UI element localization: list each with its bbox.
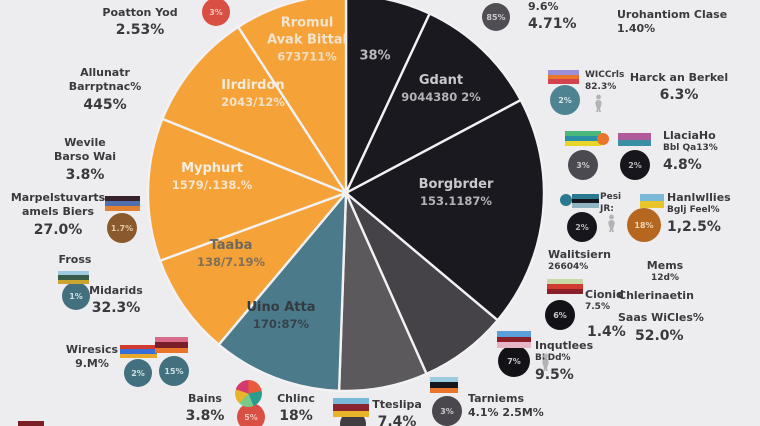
label-chlerinaetin: Chlerinaetin [618, 289, 694, 302]
flag-pesi-icon [572, 194, 599, 209]
flag-wiresics-1-icon [120, 345, 157, 358]
segment-uino-atta [217, 189, 348, 393]
badge-2pct-pesi: 2% [567, 212, 597, 242]
badge-3pct-llacia: 3% [568, 150, 598, 180]
badge-2pct-wiccrls: 2% [550, 85, 580, 115]
badge-15pct: 15% [159, 356, 189, 386]
flag-marpelstuvarts-icon [105, 196, 140, 211]
label-wiresics: Wiresics 9.M% [65, 343, 119, 371]
label-fross: Fross [58, 253, 92, 266]
label-mems: Mems 12d% [646, 259, 684, 284]
label-wevile: Wevile Barso Wai 3.8% [53, 136, 117, 183]
flag-tteslipa-icon [333, 398, 369, 417]
label-poatton-yod: Poatton Yod 2.53% [102, 6, 178, 39]
label-urohantiom-clase: Urohantiom Clase 1.40% [617, 8, 728, 36]
label-tteslipa: Tteslipa 7.4% [372, 398, 422, 426]
badge-1pct: 1% [62, 282, 90, 310]
label-marpelstuvarts: Marpelstuvarts amels Biers 27.0% [10, 191, 106, 238]
badge-1-7pct: 1.7% [107, 213, 137, 243]
badge-7pct: 7% [498, 345, 530, 377]
bottom-left-red-bar [18, 421, 44, 426]
segment-rromul [236, 0, 348, 198]
segment-taaba-label: Taaba 138/7.19% [196, 238, 266, 269]
badge-3pct-top: 3% [202, 0, 230, 26]
label-52pct: 52.0% [635, 328, 684, 344]
orange-dot-icon [597, 133, 609, 145]
flag-wiresics-2-icon [155, 337, 188, 353]
segment-myphurt-label: Myphurt 1579/.138.% [171, 161, 253, 192]
label-9-6pct: 9.6% 4.71% [528, 0, 577, 33]
badge-18pct: 18% [627, 208, 661, 242]
segment-taaba [158, 190, 350, 347]
badge-2pct-wiresics: 2% [124, 359, 152, 387]
mini-pie-icon [235, 380, 262, 407]
badge-3pct-tarniems: 3% [432, 396, 462, 426]
label-hanlwllies: Hanlwllies Bglj Feel% 1,2.5% [667, 191, 731, 235]
label-cionid: Cionid 7.5% [585, 288, 624, 313]
label-allunatr: Allunatr Barrptnac% 445% [68, 66, 142, 113]
label-midarids: Midarids 32.3% [89, 284, 143, 317]
badge-85pct: 85% [482, 3, 510, 31]
person-icon-inqutlees [539, 353, 552, 376]
person-icon-pesi [605, 214, 618, 237]
flag-tarniems-icon [430, 377, 458, 393]
label-bains: Bains 3.8% [185, 392, 225, 425]
person-icon-wiccrls [592, 94, 605, 117]
label-pesi-jr: Pesi JR: [600, 192, 622, 214]
label-walitsiern: Walitsiern 26604% [548, 248, 611, 273]
teal-dot-icon [560, 194, 572, 206]
label-wiccrls: WICCrls 82.3% [585, 70, 625, 92]
segment-gdant-label: Gdant 9044380 2% [401, 73, 481, 104]
segment-rromul-label: Rromul Avak Bittal 673711% [266, 15, 348, 64]
badge-6pct: 6% [545, 300, 575, 330]
flag-fross-icon [58, 271, 89, 284]
segment-borgbrder-label: Borgbrder 153.1187% [418, 177, 494, 208]
flag-llacia-1-icon [565, 131, 601, 146]
badge-5pct: 5% [237, 403, 265, 426]
segment-myphurt [146, 117, 350, 263]
label-chlinc: Chlinc 18% [277, 392, 315, 425]
label-tarniems: Tarniems 4.1% 2.5M% [468, 392, 544, 420]
label-harck-an-berkel: Harck an Berkel 6.3% [629, 71, 729, 104]
segment-ilrdirdon-label: Ilrdirdon 2043/12% [221, 78, 285, 109]
flag-inqutlees-icon [497, 331, 531, 349]
flag-wiccrls-icon [548, 70, 579, 85]
segment-gdant [343, 11, 523, 196]
flag-hanlwllies-icon [640, 194, 664, 208]
label-1-4pct: 1.4% [587, 324, 626, 340]
segment-uino-atta-label: Uino Atta 170:87% [246, 300, 316, 331]
segment-38-label: 38% [359, 48, 391, 64]
flag-walitsiern-icon [547, 279, 583, 294]
flag-llacia-2-icon [618, 133, 651, 146]
segment-borgbrder [343, 98, 546, 322]
label-llaciaho: LlaciaHo Bbl Qa13% 4.8% [663, 129, 718, 173]
label-saas-wicles: Saas WiCles% [618, 311, 704, 324]
segment-ilrdirdon [160, 25, 350, 196]
badge-2pct-llacia: 2% [620, 150, 650, 180]
